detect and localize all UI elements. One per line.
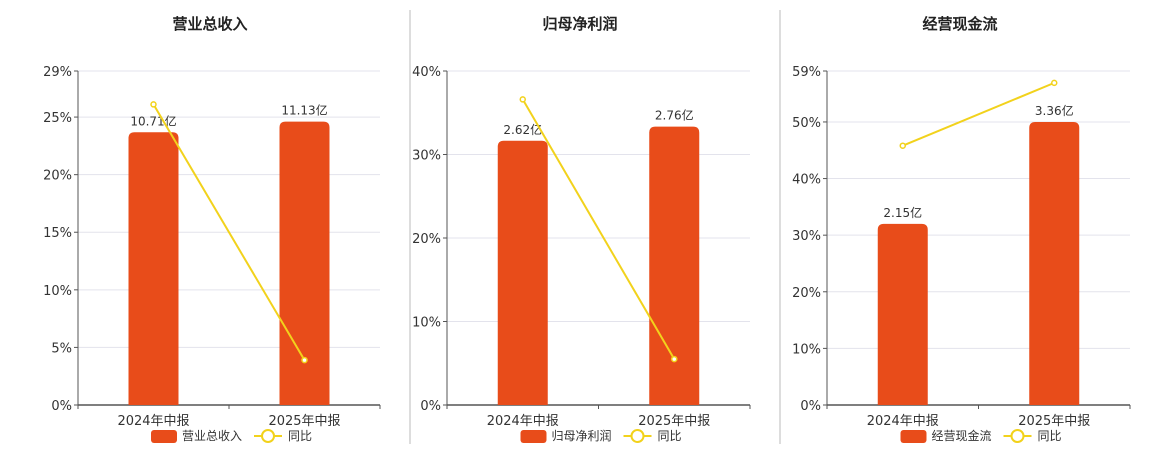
y-tick-label: 0% (51, 399, 72, 414)
y-tick-label: 10% (43, 284, 72, 299)
x-tick-label: 2025年中报 (1018, 414, 1090, 429)
bar (497, 140, 548, 405)
chart-1: 营业总收入 0% 5% 10% 15% 20% 25% 29% 2024年中报 2025年中报 10… (43, 15, 381, 443)
legend-bar-label: 营业总收入 (182, 429, 242, 443)
bar-data-label: 11.13亿 (281, 103, 327, 118)
y-tick-label: 15% (43, 226, 72, 241)
legend-line-marker (1010, 429, 1025, 443)
y-tick-label: 50% (792, 116, 821, 131)
yoy-point (301, 356, 308, 364)
bar-data-label: 3.36亿 (1035, 103, 1074, 118)
y-tick-label: 20% (412, 232, 441, 247)
legend-bar-label: 归母净利润 (552, 429, 612, 443)
yoy-point (519, 96, 526, 103)
y-tick-label: 40% (792, 173, 821, 188)
y-tick-label: 30% (792, 229, 821, 244)
bar-data-label: 2.15亿 (883, 205, 922, 220)
yoy-point (150, 101, 157, 108)
legend-line-label: 同比 (1038, 429, 1062, 443)
chart-title: 经营现金流 (922, 15, 997, 33)
legend-line-marker (261, 429, 275, 443)
bar (279, 121, 330, 405)
y-tick-label: 25% (43, 111, 72, 126)
y-tick-label: 0% (420, 399, 441, 414)
bar (128, 132, 179, 405)
bar-data-label: 2.76亿 (655, 108, 694, 123)
y-tick-label: 59% (792, 65, 821, 80)
legend-bar-swatch (151, 430, 177, 443)
y-tick-label: 29% (43, 65, 72, 80)
bar (1029, 121, 1080, 405)
yoy-point (671, 355, 678, 363)
bar-data-label: 10.71亿 (130, 113, 176, 128)
yoy-line (521, 98, 676, 360)
bar (649, 126, 700, 406)
y-tick-label: 10% (412, 316, 441, 331)
x-tick-label: 2024年中报 (117, 414, 189, 429)
yoy-point (1051, 79, 1058, 87)
bar-data-label: 2.62亿 (503, 122, 542, 137)
y-tick-label: 0% (800, 399, 821, 414)
y-tick-label: 30% (412, 149, 441, 164)
legend-bar-swatch (900, 430, 927, 443)
chart-title: 归母净利润 (542, 15, 617, 33)
bar (877, 223, 928, 405)
legend-line-label: 同比 (658, 429, 682, 443)
y-tick-label: 20% (792, 286, 821, 301)
legend-line-marker (630, 429, 645, 443)
yoy-line (902, 81, 1055, 147)
x-tick-label: 2024年中报 (487, 414, 559, 429)
x-tick-label: 2025年中报 (268, 414, 340, 429)
legend-bar-swatch (520, 430, 547, 443)
y-tick-label: 20% (43, 169, 72, 184)
chart-2: 归母净利润 0% 10% 20% 30% 40% 2024年中报 2025年中报 2.62亿 2.… (412, 15, 751, 443)
yoy-point (899, 142, 906, 149)
x-tick-label: 2025年中报 (638, 414, 710, 429)
chart-title: 营业总收入 (172, 15, 247, 33)
y-tick-label: 5% (51, 341, 72, 356)
chart-3: 经营现金流 0% 10% 20% 30% 40% 50% 59% 2024年中报 2025年中报 2… (792, 15, 1131, 443)
y-tick-label: 10% (792, 342, 821, 357)
yoy-line (152, 103, 306, 361)
y-tick-label: 40% (412, 65, 441, 80)
legend-bar-label: 经营现金流 (932, 428, 992, 443)
x-tick-label: 2024年中报 (867, 414, 939, 429)
legend-line-label: 同比 (288, 429, 312, 443)
